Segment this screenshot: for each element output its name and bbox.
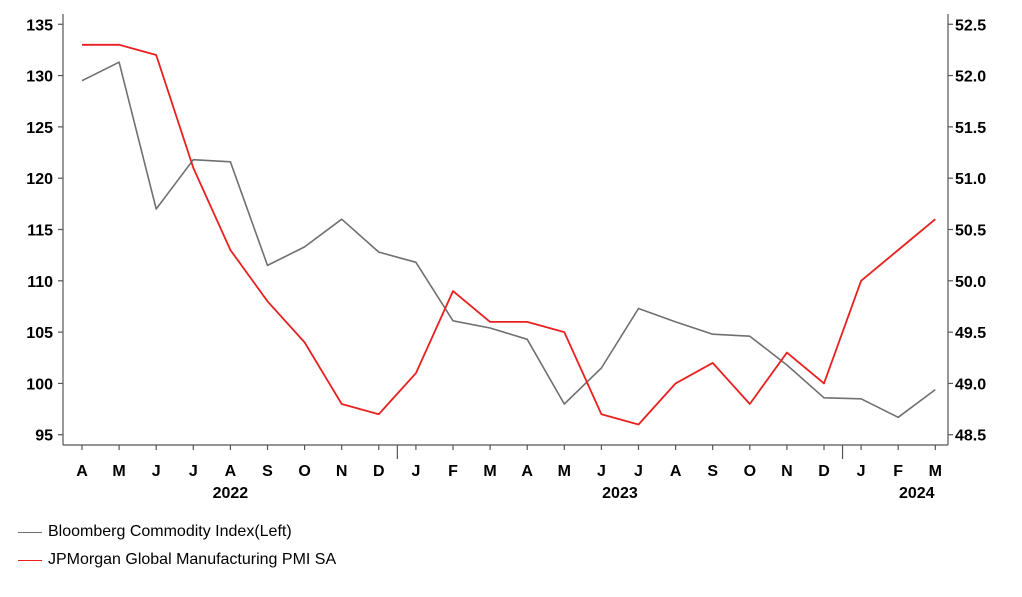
left-tick-label: 115 [27,223,53,240]
x-tick-label: J [634,463,643,480]
x-tick-label: F [448,463,458,480]
series-lines [81,43,936,426]
x-tick-label: F [893,463,903,480]
left-tick-label: 120 [26,171,53,188]
x-tick-label: A [670,463,682,480]
legend-swatch-pmi [18,559,42,561]
x-tick-label: S [262,463,273,480]
x-tick-label: O [744,463,756,480]
legend-swatch-bloomberg [18,531,42,533]
x-tick-label: N [336,463,348,480]
left-axis-ticks: 135 130 125 120 115 110 105 100 95 [26,17,63,445]
x-tick-label: A [521,463,533,480]
x-tick-label: S [707,463,718,480]
legend-label-bloomberg: Bloomberg Commodity Index(Left) [48,523,292,540]
x-tick-label: A [76,463,88,480]
x-tick-label: J [411,463,420,480]
year-label: 2024 [899,485,935,502]
x-tick-label: M [112,463,125,480]
legend-label-pmi: JPMorgan Global Manufacturing PMI SA [48,551,337,568]
legend-item-pmi: JPMorgan Global Manufacturing PMI SA [18,551,336,569]
x-tick-label: N [781,463,793,480]
left-tick-label: 100 [26,376,53,393]
x-tick-label: J [597,463,606,480]
x-axis-ticks: A M J J A S O N D J F M A M J J A S O N D J F M 2022 2023 2024 [76,445,942,502]
left-tick-label: 105 [26,325,53,342]
right-tick-label: 49.0 [955,376,986,393]
left-tick-label: 110 [27,274,53,291]
right-tick-label: 52.0 [955,69,986,86]
series-line-pmi [82,43,936,426]
right-tick-label: 52.5 [955,17,986,34]
right-tick-label: 50.0 [955,274,986,291]
year-label: 2022 [213,485,249,502]
left-tick-label: 135 [26,17,53,34]
series-line-bloomberg [81,61,936,419]
x-tick-label: M [558,463,571,480]
right-tick-label: 49.5 [955,325,986,342]
x-tick-label: D [373,463,385,480]
right-axis-ticks: 52.5 52.0 51.5 51.0 50.5 50.0 49.5 49.0 48.5 [948,17,986,445]
x-tick-label: J [152,463,161,480]
right-tick-label: 48.5 [955,428,986,445]
chart-axes [62,14,949,446]
x-tick-label: M [929,463,942,480]
right-tick-label: 51.5 [955,120,986,137]
right-tick-label: 51.0 [955,171,986,188]
right-tick-label: 50.5 [955,223,986,240]
x-tick-label: D [818,463,830,480]
x-tick-label: M [483,463,496,480]
legend-item-bloomberg: Bloomberg Commodity Index(Left) [18,523,292,541]
x-tick-label: J [857,463,866,480]
left-tick-label: 130 [26,69,53,86]
left-tick-label: 95 [35,428,53,445]
x-tick-label: O [298,463,310,480]
left-tick-label: 125 [26,120,53,137]
x-tick-label: J [189,463,198,480]
year-label: 2023 [602,485,638,502]
x-tick-label: A [225,463,237,480]
